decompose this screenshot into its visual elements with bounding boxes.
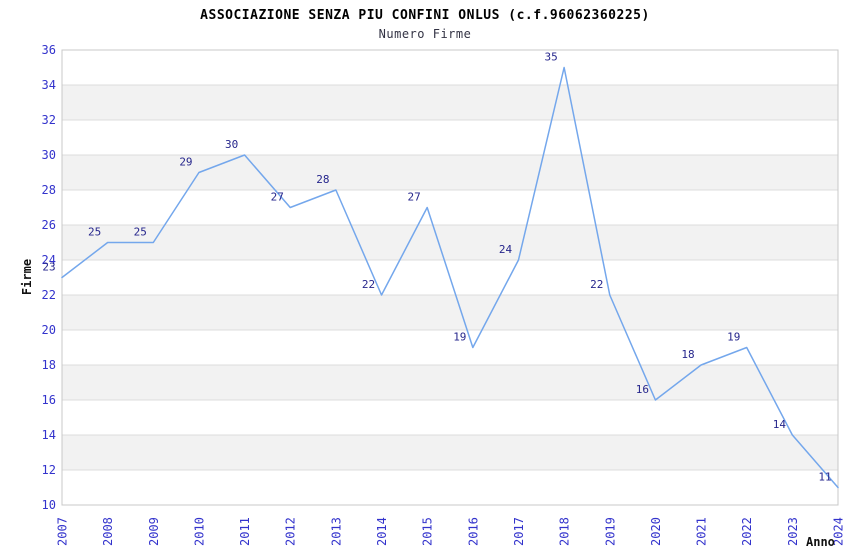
plot-band bbox=[62, 85, 838, 120]
x-tick-label: 2024 bbox=[832, 517, 846, 546]
point-label: 19 bbox=[453, 331, 466, 344]
x-tick-label: 2008 bbox=[101, 517, 115, 546]
plot-band bbox=[62, 330, 838, 365]
point-label: 29 bbox=[179, 156, 192, 169]
plot-band bbox=[62, 190, 838, 225]
y-tick-label: 30 bbox=[42, 148, 56, 162]
plot-band bbox=[62, 225, 838, 260]
x-tick-label: 2012 bbox=[284, 517, 298, 546]
x-tick-label: 2023 bbox=[786, 517, 800, 546]
plot-band bbox=[62, 435, 838, 470]
y-tick-label: 28 bbox=[42, 183, 56, 197]
x-tick-label: 2009 bbox=[147, 517, 161, 546]
point-label: 35 bbox=[544, 51, 557, 64]
y-tick-label: 24 bbox=[42, 253, 56, 267]
point-label: 27 bbox=[271, 191, 284, 204]
x-tick-label: 2010 bbox=[192, 517, 206, 546]
point-label: 25 bbox=[88, 226, 101, 239]
point-label: 22 bbox=[362, 278, 375, 291]
plot-band bbox=[62, 470, 838, 505]
y-axis-label: Firme bbox=[20, 259, 34, 295]
y-tick-label: 10 bbox=[42, 498, 56, 512]
y-tick-label: 34 bbox=[42, 78, 56, 92]
y-tick-label: 12 bbox=[42, 463, 56, 477]
chart-title: ASSOCIAZIONE SENZA PIU CONFINI ONLUS (c.… bbox=[200, 8, 650, 23]
x-tick-label: 2013 bbox=[329, 517, 343, 546]
point-label: 14 bbox=[773, 418, 787, 431]
point-label: 30 bbox=[225, 138, 238, 151]
point-label: 23 bbox=[42, 261, 55, 274]
point-label: 24 bbox=[499, 243, 513, 256]
y-tick-label: 22 bbox=[42, 288, 56, 302]
plot-band bbox=[62, 295, 838, 330]
chart-subtitle: Numero Firme bbox=[378, 27, 472, 41]
x-tick-label: 2018 bbox=[558, 517, 572, 546]
data-line bbox=[61, 66, 839, 489]
y-tick-label: 16 bbox=[42, 393, 56, 407]
point-label: 28 bbox=[316, 173, 329, 186]
y-tick-label: 14 bbox=[42, 428, 56, 442]
x-tick-label: 2022 bbox=[740, 517, 754, 546]
y-tick-label: 20 bbox=[42, 323, 56, 337]
x-tick-label: 2017 bbox=[512, 517, 526, 546]
plot-band bbox=[62, 400, 838, 435]
y-tick-label: 26 bbox=[42, 218, 56, 232]
point-label: 18 bbox=[681, 348, 694, 361]
x-tick-label: 2020 bbox=[649, 517, 663, 546]
y-tick-label: 36 bbox=[42, 43, 56, 57]
plot-band bbox=[62, 50, 838, 85]
plot-band bbox=[62, 365, 838, 400]
x-tick-label: 2015 bbox=[421, 517, 435, 546]
x-axis-label: Anno bbox=[806, 535, 835, 549]
y-tick-label: 32 bbox=[42, 113, 56, 127]
point-label: 11 bbox=[818, 471, 831, 484]
x-tick-label: 2016 bbox=[466, 517, 480, 546]
x-tick-label: 2021 bbox=[695, 517, 709, 546]
x-tick-label: 2011 bbox=[238, 517, 252, 546]
x-tick-label: 2019 bbox=[603, 517, 617, 546]
point-label: 19 bbox=[727, 331, 740, 344]
y-tick-label: 18 bbox=[42, 358, 56, 372]
point-label: 16 bbox=[636, 383, 649, 396]
x-tick-label: 2014 bbox=[375, 517, 389, 546]
x-tick-label: 2007 bbox=[56, 517, 70, 546]
plot-band bbox=[62, 120, 838, 155]
point-label: 27 bbox=[408, 191, 421, 204]
point-label: 22 bbox=[590, 278, 603, 291]
point-label: 25 bbox=[134, 226, 147, 239]
